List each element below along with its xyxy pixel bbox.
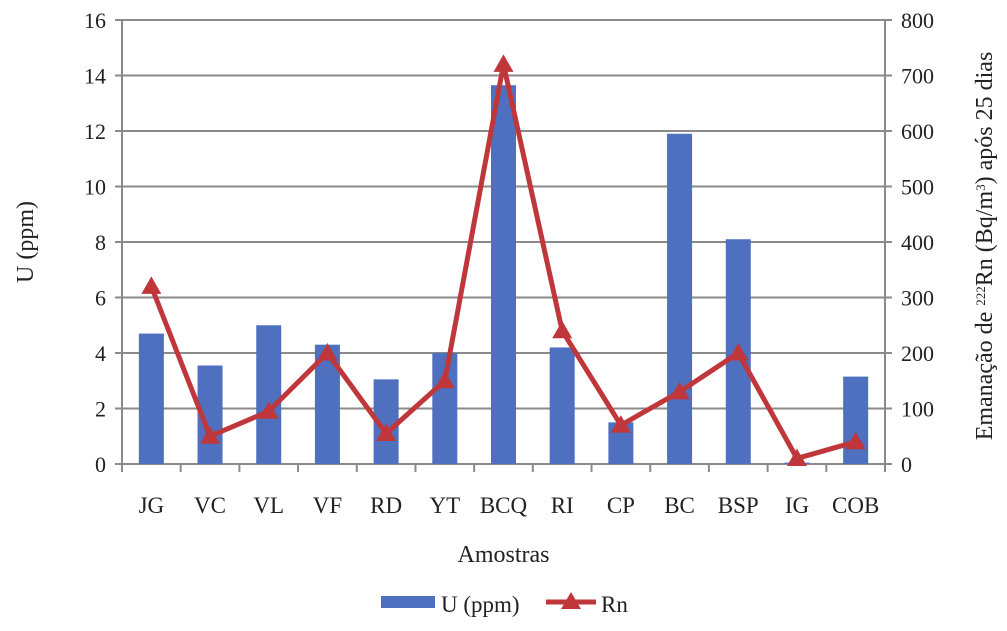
x-tick-label: COB xyxy=(832,493,879,518)
rn-marker xyxy=(845,431,866,450)
x-tick-label: RD xyxy=(370,493,402,518)
y-tick-label: 6 xyxy=(95,286,106,311)
y-tick-label: 12 xyxy=(84,119,106,144)
legend-swatch-marker xyxy=(561,592,581,609)
x-tick-label: BCQ xyxy=(480,493,528,518)
y-tick-label: 16 xyxy=(84,8,106,33)
y-tick-label: 2 xyxy=(95,397,106,422)
y-tick-label: 10 xyxy=(84,175,106,200)
x-tick-label: BSP xyxy=(718,493,759,518)
x-tick-label: IG xyxy=(785,493,809,518)
rn-marker xyxy=(200,426,221,444)
y2-tick-label: 400 xyxy=(901,230,934,255)
rn-marker xyxy=(258,401,279,419)
x-tick-label: VF xyxy=(313,493,342,518)
rn-marker xyxy=(141,276,162,294)
rn-marker xyxy=(376,423,397,441)
bar xyxy=(491,85,516,465)
y2-tick-label: 800 xyxy=(901,8,934,33)
y-tick-label: 8 xyxy=(95,230,106,255)
bar xyxy=(138,333,164,464)
x-tick-label: CP xyxy=(607,493,635,518)
rn-marker xyxy=(493,54,514,72)
rn-marker xyxy=(669,381,690,400)
y2-axis-title: Emanação de 222Rn (Bq/m3) após 25 dias xyxy=(972,52,998,441)
bar xyxy=(667,133,693,464)
x-tick-label: BC xyxy=(664,493,695,518)
y2-tick-label: 600 xyxy=(901,119,934,144)
y-axis-title: U (ppm) xyxy=(13,201,39,283)
y-tick-label: 14 xyxy=(84,64,106,89)
rn-marker xyxy=(434,370,455,389)
rn-marker xyxy=(786,448,807,466)
rn-marker xyxy=(552,320,573,339)
x-tick-label: RI xyxy=(551,493,574,518)
y2-tick-label: 0 xyxy=(901,452,912,477)
legend-swatch-bars xyxy=(381,596,435,608)
y-tick-label: 4 xyxy=(95,341,106,366)
rn-marker xyxy=(610,415,631,433)
bar xyxy=(256,325,282,464)
legend-label-line: Rn xyxy=(601,592,628,617)
y2-tick-label: 100 xyxy=(901,397,934,422)
bar xyxy=(549,347,575,464)
x-tick-label: VL xyxy=(253,493,284,518)
y2-tick-label: 500 xyxy=(901,175,934,200)
y2-tick-label: 700 xyxy=(901,64,934,89)
x-tick-label: VC xyxy=(194,493,226,518)
y2-tick-label: 300 xyxy=(901,286,934,311)
x-axis-title: Amostras xyxy=(458,542,550,568)
y2-tick-label: 200 xyxy=(901,341,934,366)
bar xyxy=(843,376,869,464)
legend-label-bars: U (ppm) xyxy=(441,592,520,617)
rn-marker xyxy=(317,343,338,361)
x-tick-label: YT xyxy=(429,493,460,518)
rn-marker xyxy=(728,343,749,361)
y-tick-label: 0 xyxy=(95,452,106,477)
x-tick-label: JG xyxy=(139,493,165,518)
